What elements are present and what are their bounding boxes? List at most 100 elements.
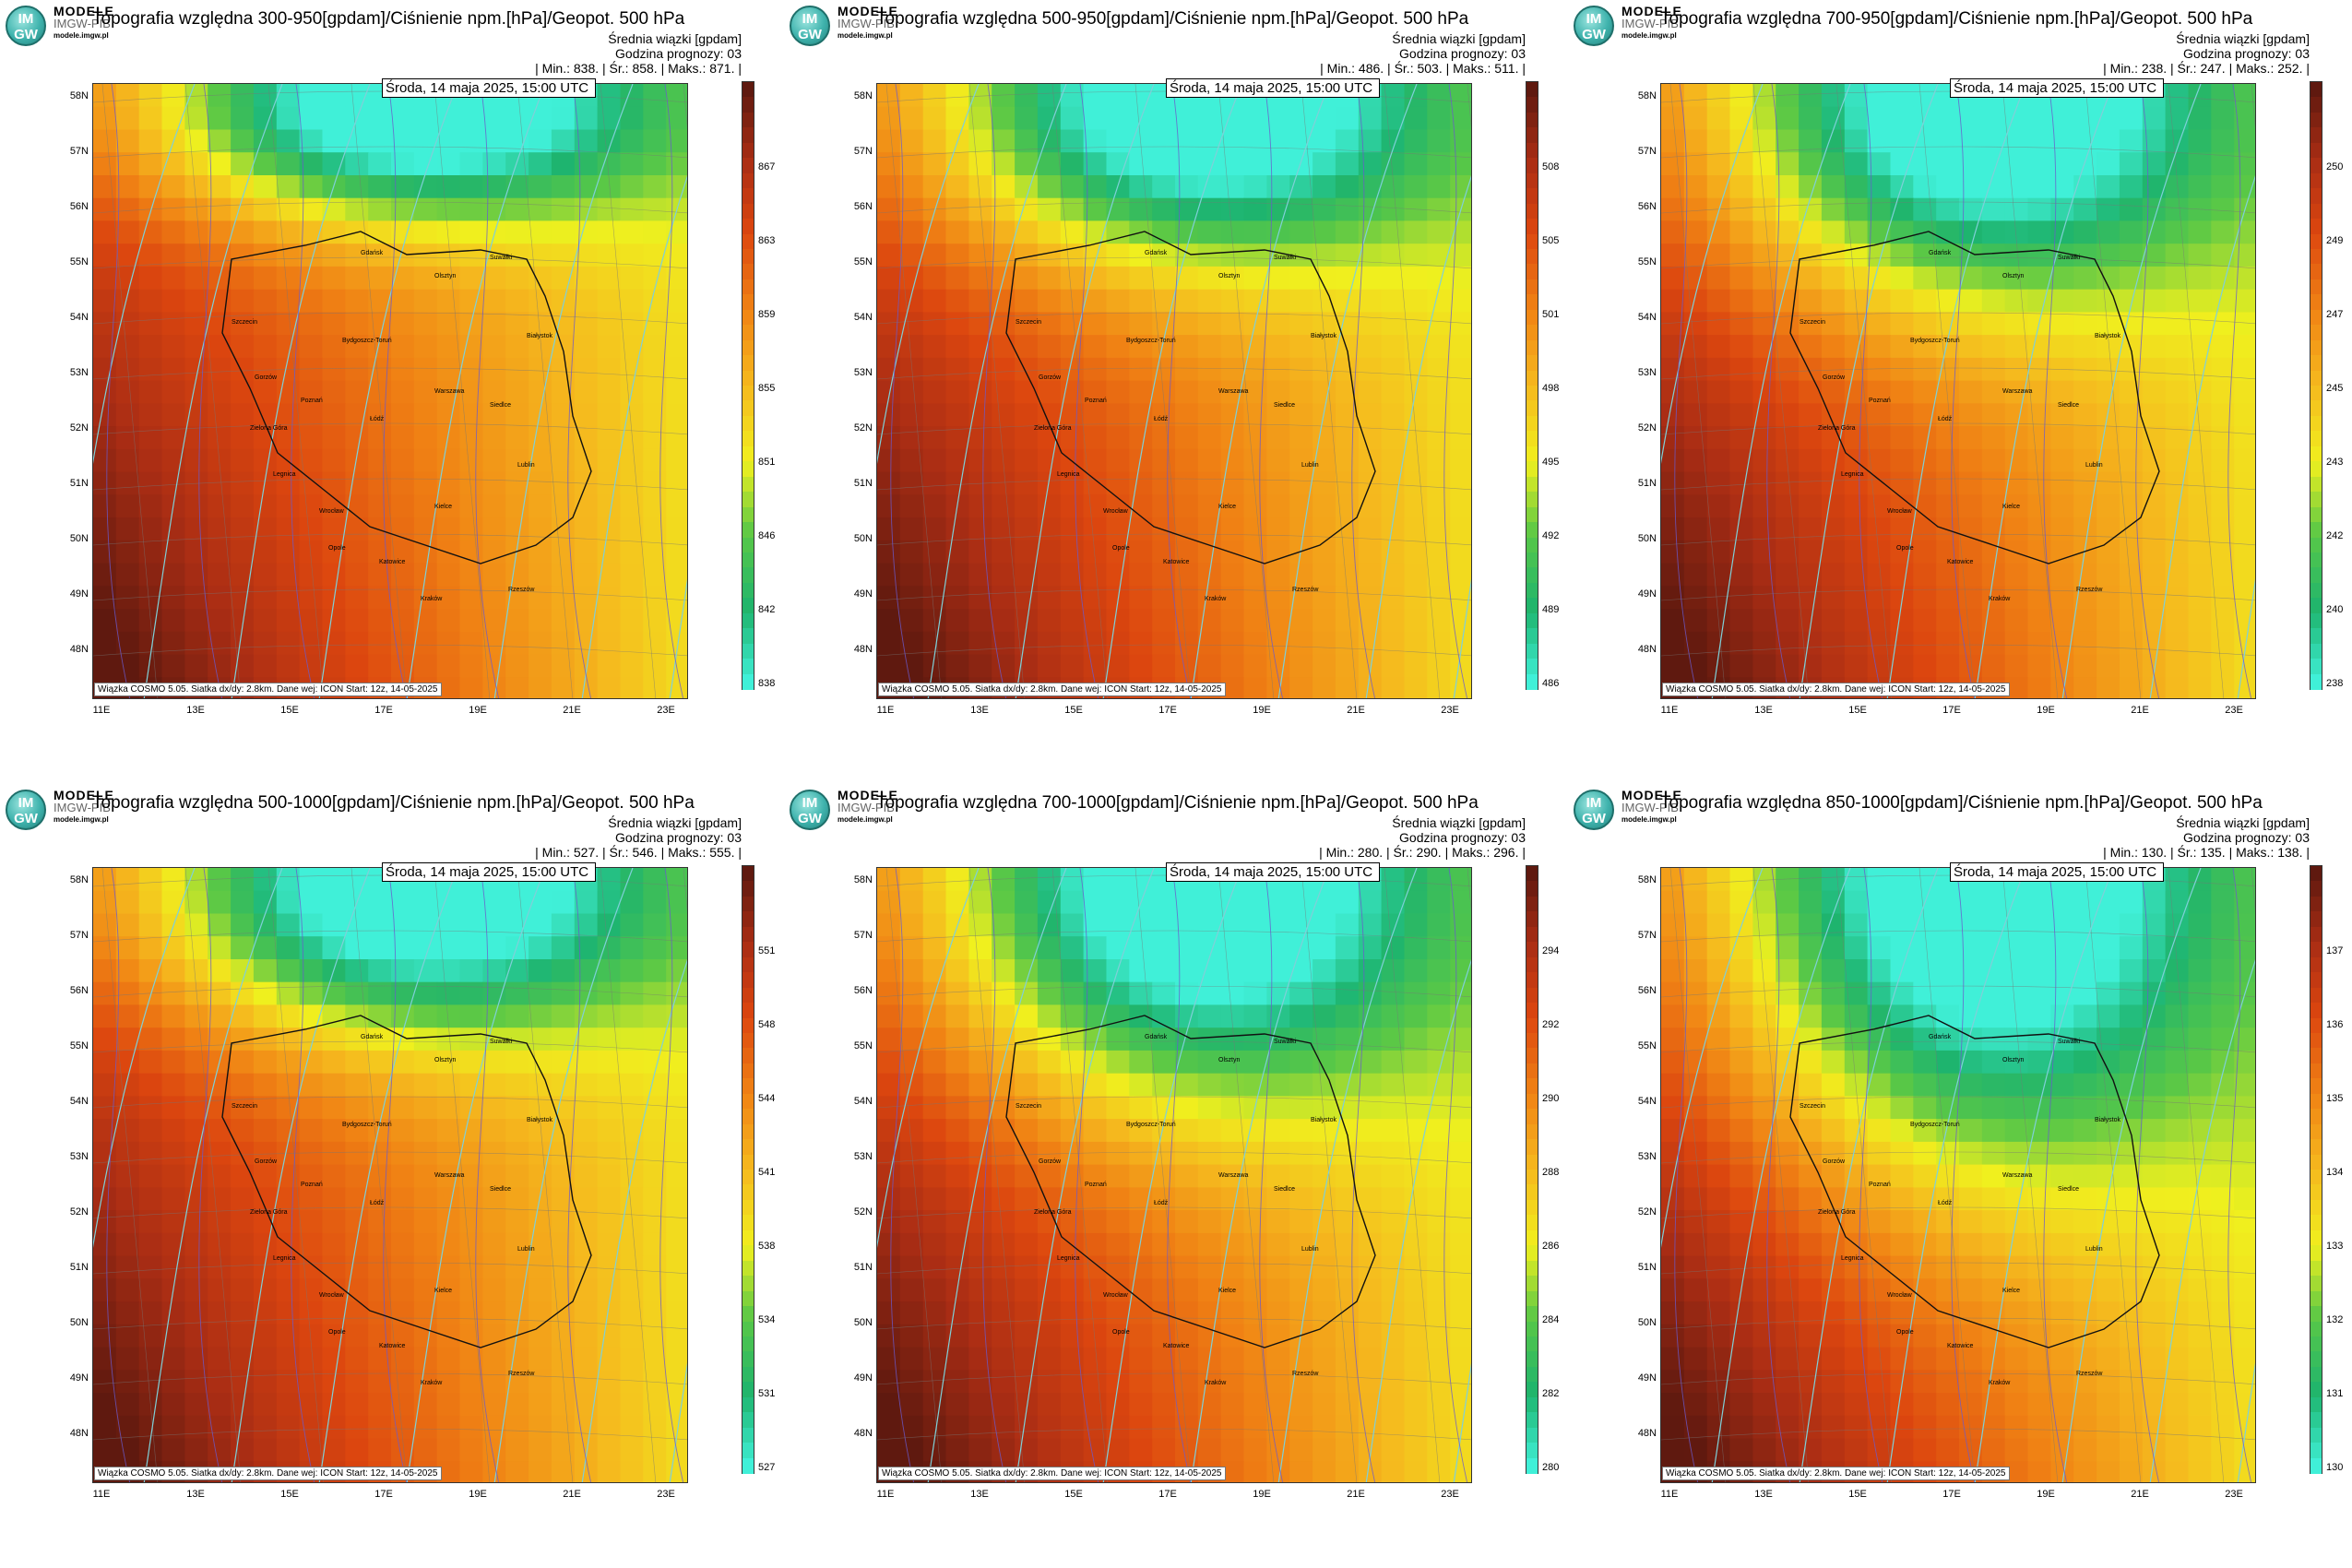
field-cell: [1152, 654, 1176, 678]
field-cell: [184, 220, 208, 244]
field-cell: [1335, 1461, 1360, 1482]
field-cell: [1037, 1028, 1062, 1051]
field-cell: [2097, 197, 2120, 221]
field-cell: [459, 1119, 483, 1143]
field-cell: [1404, 936, 1428, 960]
colorbar-segment: [742, 1396, 754, 1414]
field-cell: [1197, 494, 1222, 518]
field-cell: [1706, 1004, 1731, 1028]
parallel-line: [93, 1151, 687, 1164]
geopotential-contour: [93, 84, 196, 465]
city-label: Białystok: [2095, 333, 2121, 339]
field-cell: [899, 335, 924, 359]
field-cell: [1867, 448, 1891, 473]
colorbar-tick: 855: [758, 383, 776, 394]
field-cell: [1083, 586, 1107, 610]
field-cell: [899, 936, 924, 960]
logo-org: IMGW-PIB: [1621, 17, 1679, 30]
field-cell: [1015, 1187, 1039, 1211]
field-cell: [551, 220, 576, 244]
field-cell: [2165, 1141, 2189, 1166]
longitude-label: 17E: [374, 1489, 393, 1500]
field-cell: [231, 197, 255, 221]
field-cell: [368, 1438, 392, 1462]
field-cell: [1913, 517, 1937, 541]
field-cell: [1404, 1050, 1428, 1075]
field-cell: [138, 936, 163, 960]
field-cell: [482, 654, 506, 678]
field-cell: [1776, 654, 1800, 678]
colorbar-segment: [2310, 82, 2322, 99]
city-label: Gorzów: [255, 1158, 278, 1165]
field-cell: [1936, 913, 1960, 937]
field-cell: [184, 129, 208, 153]
field-cell: [1890, 312, 1914, 336]
field-cell: [253, 586, 278, 610]
field-cell: [276, 403, 301, 427]
field-cell: [1844, 1393, 1869, 1417]
field-cell: [2097, 1164, 2120, 1188]
field-cell: [1106, 84, 1130, 108]
field-cell: [1243, 471, 1267, 495]
field-cell: [413, 312, 438, 336]
field-cell: [1936, 266, 1960, 291]
field-cell: [1959, 1119, 1983, 1143]
field-cell: [1220, 448, 1245, 473]
field-cell: [2027, 1073, 2051, 1097]
field-cell: [413, 654, 438, 678]
field-cell: [620, 448, 644, 473]
field-cell: [1243, 540, 1267, 564]
field-cell: [2211, 1393, 2235, 1417]
field-cell: [1037, 266, 1062, 291]
colorbar-segment: [2310, 911, 2322, 928]
field-cell: [1015, 426, 1039, 450]
field-cell: [2142, 1004, 2167, 1028]
colorbar-segment: [1526, 942, 1538, 958]
field-cell: [1243, 517, 1267, 541]
field-cell: [1381, 312, 1405, 336]
geopotential-contour: [493, 84, 634, 698]
field-cell: [1037, 220, 1062, 244]
field-cell: [1083, 1210, 1107, 1234]
field-cell: [1867, 1210, 1891, 1234]
field-cell: [1220, 1324, 1245, 1348]
field-cell: [368, 1187, 392, 1211]
field-cell: [922, 1073, 947, 1097]
field-cell: [877, 1187, 901, 1211]
colorbar-segment: [742, 415, 754, 433]
field-cell: [1706, 654, 1731, 678]
field-cell: [368, 175, 392, 199]
field-cell: [1729, 586, 1753, 610]
field-cell: [2188, 1461, 2212, 1482]
field-cell: [1661, 1393, 1685, 1417]
field-cell: [2027, 426, 2051, 450]
field-cell: [436, 1187, 461, 1211]
field-cell: [2004, 1324, 2029, 1348]
field-cell: [1175, 197, 1199, 221]
colorbar-segment: [742, 203, 754, 220]
field-cell: [345, 1073, 369, 1097]
field-cell: [1981, 1278, 2006, 1302]
field-cell: [459, 981, 483, 1005]
field-cell: [299, 403, 323, 427]
colorbar-segment: [742, 158, 754, 174]
field-cell: [2027, 152, 2051, 176]
field-cell: [115, 335, 140, 359]
field-cell: [1706, 890, 1731, 914]
city-label: Łódź: [1154, 416, 1169, 422]
field-cell: [345, 335, 369, 359]
field-cell: [899, 913, 924, 937]
colorbar-segment: [742, 82, 754, 99]
field-cell: [482, 106, 506, 130]
colorbar-segment: [742, 673, 754, 690]
field-cell: [1844, 1073, 1869, 1097]
field-cell: [2142, 1370, 2167, 1394]
latitude-label: 51N: [853, 478, 873, 489]
field-cell: [551, 152, 576, 176]
field-cell: [391, 890, 415, 914]
field-cell: [2073, 890, 2097, 914]
field-cell: [1060, 654, 1085, 678]
field-cell: [1890, 197, 1914, 221]
colorbar-segment: [1526, 1457, 1538, 1474]
field-cell: [1867, 654, 1891, 678]
